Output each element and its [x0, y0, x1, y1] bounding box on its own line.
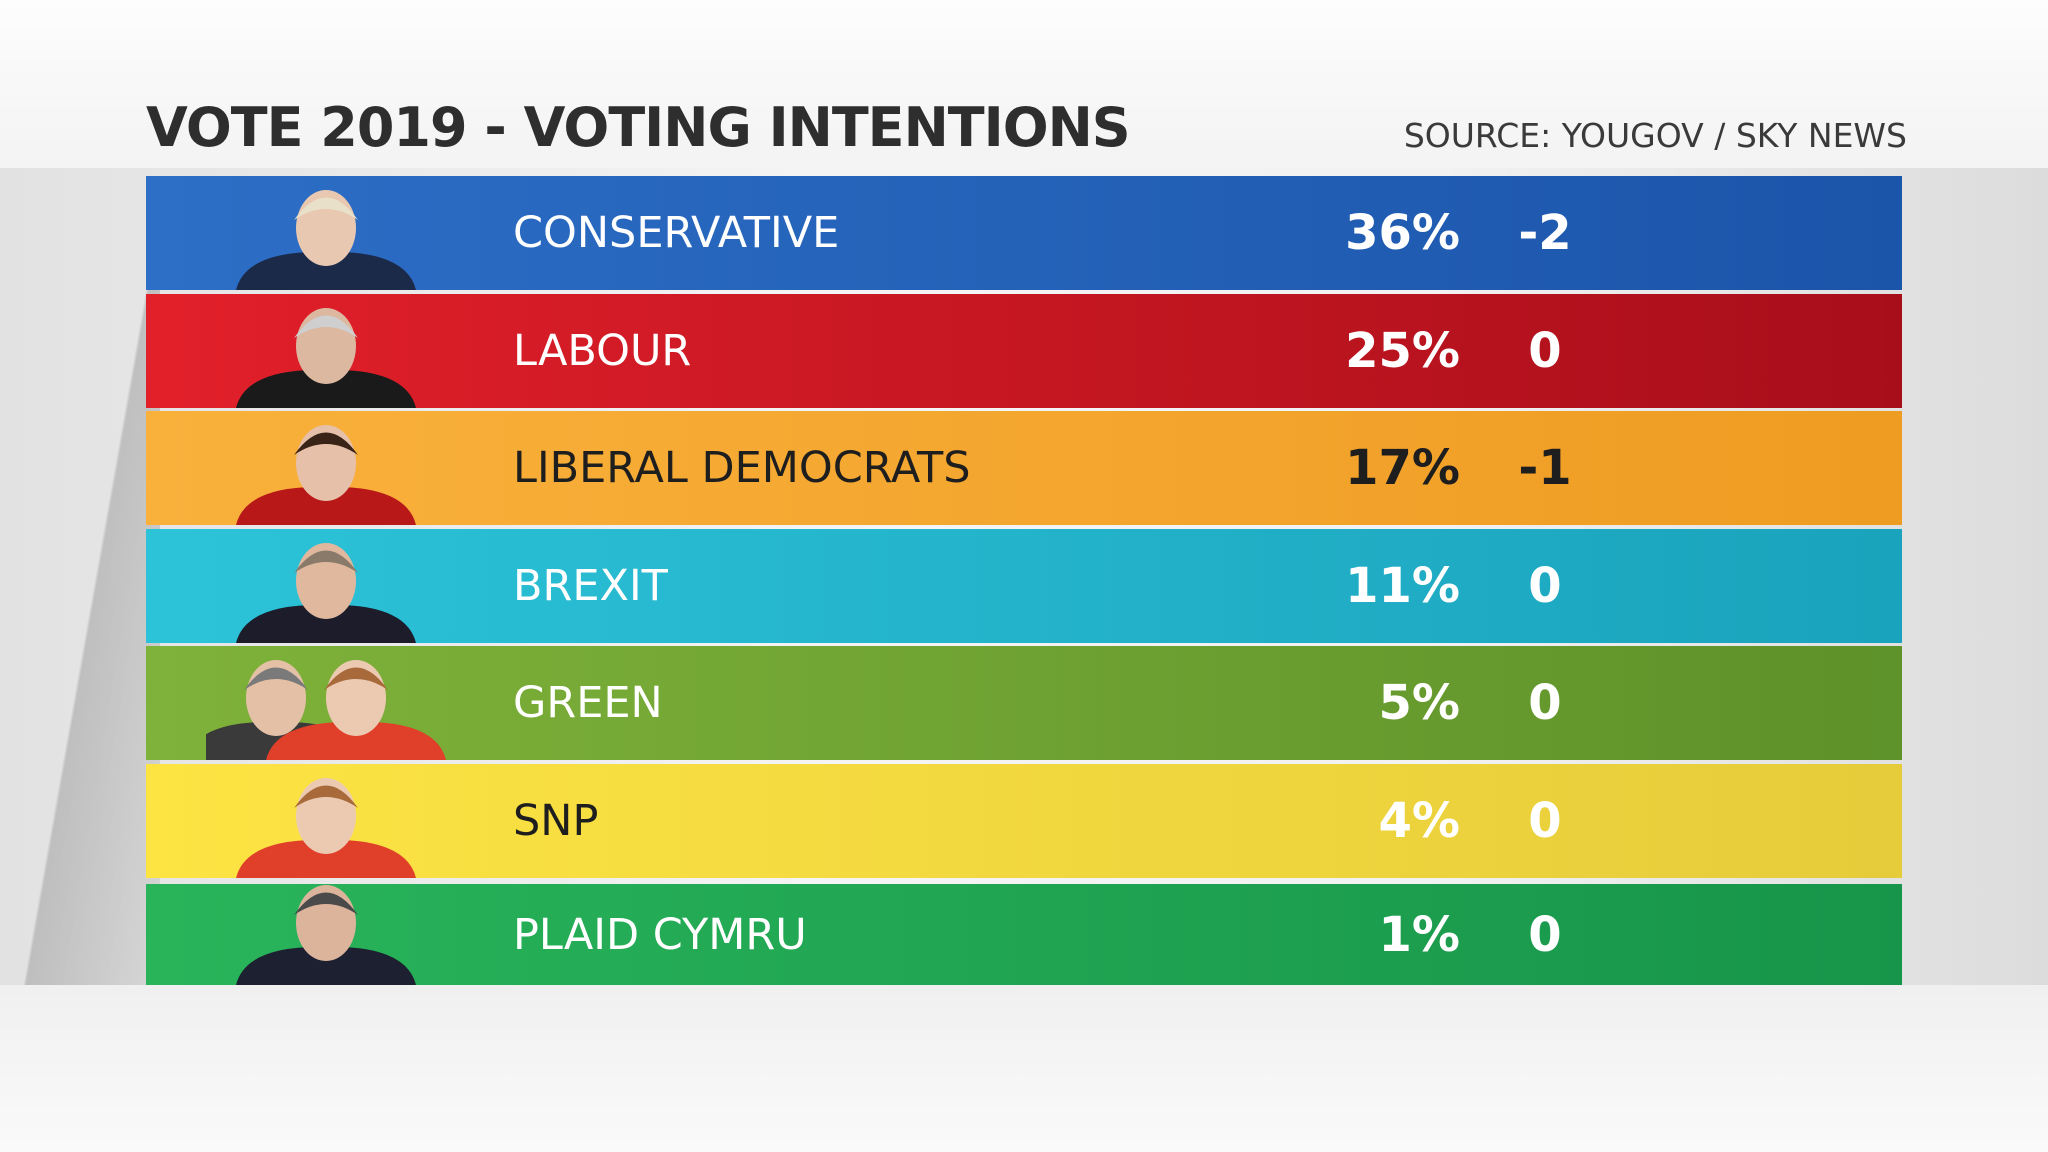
party-name: GREEN [513, 678, 663, 728]
portraits [236, 190, 416, 290]
portraits [236, 885, 416, 985]
vote-share: 25% [1345, 323, 1460, 379]
header-band [0, 0, 2048, 168]
change: 0 [1528, 558, 1562, 614]
change: -2 [1518, 205, 1572, 261]
vote-share: 11% [1345, 558, 1460, 614]
footer-band [0, 985, 2048, 1152]
change: 0 [1528, 323, 1562, 379]
party-row: LABOUR 25% 0 [146, 294, 1902, 408]
party-name: LIBERAL DEMOCRATS [513, 443, 971, 493]
party-name: PLAID CYMRU [513, 909, 807, 960]
change: 0 [1528, 906, 1562, 963]
party-row: GREEN 5% 0 [146, 646, 1902, 760]
vote-share: 5% [1378, 675, 1461, 731]
change: 0 [1528, 675, 1562, 731]
vote-share: 4% [1378, 793, 1461, 849]
portraits [236, 543, 416, 643]
portraits [236, 425, 416, 525]
party-name: SNP [513, 796, 599, 846]
change: -1 [1518, 440, 1572, 496]
source: SOURCE: YOUGOV / SKY NEWS [1403, 116, 1907, 155]
vote-share: 17% [1345, 440, 1460, 496]
portrait [236, 543, 416, 643]
party-row: SNP 4% 0 [146, 764, 1902, 878]
portrait [236, 190, 416, 290]
portraits [206, 660, 446, 760]
change: 0 [1528, 793, 1562, 849]
portrait [236, 308, 416, 408]
party-name: LABOUR [513, 326, 692, 376]
party-row: PLAID CYMRU 1% 0 [146, 884, 1902, 985]
portraits [236, 778, 416, 878]
party-row: BREXIT 11% 0 [146, 529, 1902, 643]
portrait [236, 778, 416, 878]
vote-share: 1% [1378, 906, 1461, 963]
background-wedge [0, 168, 160, 985]
vote-share: 36% [1345, 205, 1460, 261]
portrait [266, 660, 446, 760]
party-name: BREXIT [513, 561, 668, 611]
party-name: CONSERVATIVE [513, 208, 840, 258]
party-row: LIBERAL DEMOCRATS 17% -1 [146, 411, 1902, 525]
portrait [236, 885, 416, 985]
party-row: CONSERVATIVE 36% -2 [146, 176, 1902, 290]
title: VOTE 2019 - VOTING INTENTIONS [146, 96, 1131, 159]
portrait [236, 425, 416, 525]
portraits [236, 308, 416, 408]
